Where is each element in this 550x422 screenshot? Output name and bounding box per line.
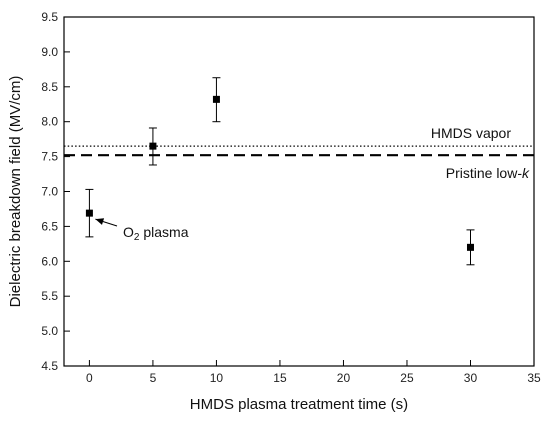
y-tick-label: 4.5 [41, 359, 58, 373]
data-series [85, 77, 475, 266]
x-tick-label: 35 [527, 371, 541, 385]
y-tick-label: 8.0 [41, 115, 58, 129]
annotation-o2-plasma: O2 plasma [123, 224, 189, 243]
data-point [212, 95, 220, 103]
y-tick-label: 9.5 [41, 10, 58, 24]
data-point [149, 142, 157, 150]
y-tick-label: 7.5 [41, 150, 58, 164]
y-tick-label: 6.5 [41, 219, 58, 233]
y-tick-label: 6.0 [41, 254, 58, 268]
ref-label-pristine-italic: k [522, 165, 530, 181]
data-point [466, 243, 474, 251]
x-tick-label: 0 [86, 371, 93, 385]
ref-label-hmds-vapor: HMDS vapor [431, 125, 511, 141]
y-tick-label: 5.5 [41, 289, 58, 303]
reference-lines [64, 145, 534, 157]
y-tick-label: 9.0 [41, 45, 58, 59]
ref-label-pristine-main: Pristine low- [446, 165, 523, 181]
annotation-o2-rest: plasma [139, 224, 188, 240]
axis-ticks [64, 16, 535, 367]
annotation-o2-sub: 2 [134, 232, 140, 243]
x-tick-label: 5 [150, 371, 157, 385]
annotation-o2-main: O [123, 224, 134, 240]
x-axis-label: HMDS plasma treatment time (s) [190, 396, 408, 413]
y-tick-label: 8.5 [41, 80, 58, 94]
x-tick-label: 15 [273, 371, 287, 385]
axis-tick-labels: 0 5 10 15 20 25 30 35 4.5 5.0 5.5 6.0 6.5 7.0 7.5 8.0 8.… [41, 10, 541, 385]
data-point [85, 209, 93, 217]
ref-label-pristine: Pristine low-k [446, 165, 530, 181]
x-tick-label: 30 [464, 371, 478, 385]
x-tick-label: 10 [210, 371, 224, 385]
x-tick-label: 20 [337, 371, 351, 385]
y-axis-label: Dielectric breakdown field (MV/cm) [7, 76, 24, 308]
annotation-arrowhead [95, 218, 105, 225]
x-tick-label: 25 [400, 371, 414, 385]
y-tick-label: 7.0 [41, 185, 58, 199]
plot-area-frame [63, 16, 535, 367]
y-tick-label: 5.0 [41, 324, 58, 338]
